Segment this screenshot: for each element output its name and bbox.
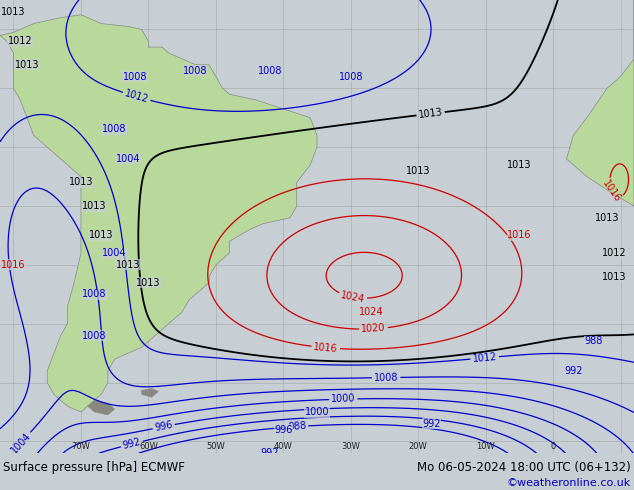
- Text: 60W: 60W: [139, 442, 158, 451]
- Text: 1008: 1008: [257, 66, 282, 75]
- Text: 996: 996: [274, 425, 292, 435]
- Text: 1013: 1013: [89, 230, 113, 241]
- Text: 1013: 1013: [116, 260, 140, 270]
- Text: 996: 996: [153, 420, 174, 433]
- Text: 988: 988: [585, 337, 603, 346]
- Text: 30W: 30W: [341, 442, 360, 451]
- Text: 1004: 1004: [103, 248, 127, 258]
- Text: 1008: 1008: [374, 372, 398, 383]
- Text: 992: 992: [564, 366, 583, 376]
- Text: 1013: 1013: [406, 166, 430, 176]
- Text: 1008: 1008: [82, 331, 107, 341]
- Text: 1013: 1013: [68, 177, 93, 188]
- Text: 1004: 1004: [116, 154, 140, 164]
- Text: 40W: 40W: [274, 442, 293, 451]
- Text: 992: 992: [261, 448, 279, 458]
- Text: 1020: 1020: [361, 323, 386, 335]
- Text: 10W: 10W: [476, 442, 495, 451]
- Text: 1016: 1016: [1, 260, 26, 270]
- Text: 1000: 1000: [305, 407, 329, 417]
- Text: 1008: 1008: [183, 66, 208, 75]
- Polygon shape: [567, 0, 634, 206]
- Text: 992: 992: [122, 437, 142, 451]
- Text: 1024: 1024: [359, 307, 384, 317]
- Text: 1012: 1012: [602, 248, 626, 258]
- Text: 1013: 1013: [602, 271, 626, 282]
- Text: 0: 0: [550, 442, 555, 451]
- Text: 1008: 1008: [103, 124, 127, 134]
- Text: 1000: 1000: [331, 394, 356, 404]
- Polygon shape: [141, 389, 158, 397]
- Text: 1013: 1013: [507, 160, 531, 170]
- Text: 1016: 1016: [313, 342, 339, 354]
- Text: 1016: 1016: [600, 179, 623, 205]
- Text: ©weatheronline.co.uk: ©weatheronline.co.uk: [507, 478, 631, 488]
- Text: 1013: 1013: [418, 107, 443, 120]
- Polygon shape: [0, 15, 317, 412]
- Text: 1012: 1012: [124, 88, 150, 105]
- Text: 1008: 1008: [122, 72, 147, 81]
- Text: 1008: 1008: [339, 72, 363, 81]
- Polygon shape: [87, 400, 115, 415]
- Text: 1013: 1013: [15, 60, 39, 70]
- Text: 1012: 1012: [8, 36, 32, 46]
- Text: 70W: 70W: [72, 442, 91, 451]
- Text: 1013: 1013: [82, 201, 107, 211]
- Text: 1016: 1016: [507, 230, 531, 241]
- Text: 1013: 1013: [136, 277, 160, 288]
- Text: 992: 992: [422, 419, 441, 429]
- Text: 1012: 1012: [472, 352, 497, 364]
- Text: 1008: 1008: [82, 289, 107, 299]
- Text: 1013: 1013: [1, 7, 26, 17]
- Text: 988: 988: [288, 421, 307, 432]
- Text: Mo 06-05-2024 18:00 UTC (06+132): Mo 06-05-2024 18:00 UTC (06+132): [417, 462, 631, 474]
- Text: Surface pressure [hPa] ECMWF: Surface pressure [hPa] ECMWF: [3, 462, 185, 474]
- Text: 50W: 50W: [207, 442, 225, 451]
- Text: 1024: 1024: [340, 290, 366, 304]
- Text: 20W: 20W: [409, 442, 427, 451]
- Text: 1004: 1004: [9, 430, 32, 455]
- Text: 1013: 1013: [595, 213, 619, 223]
